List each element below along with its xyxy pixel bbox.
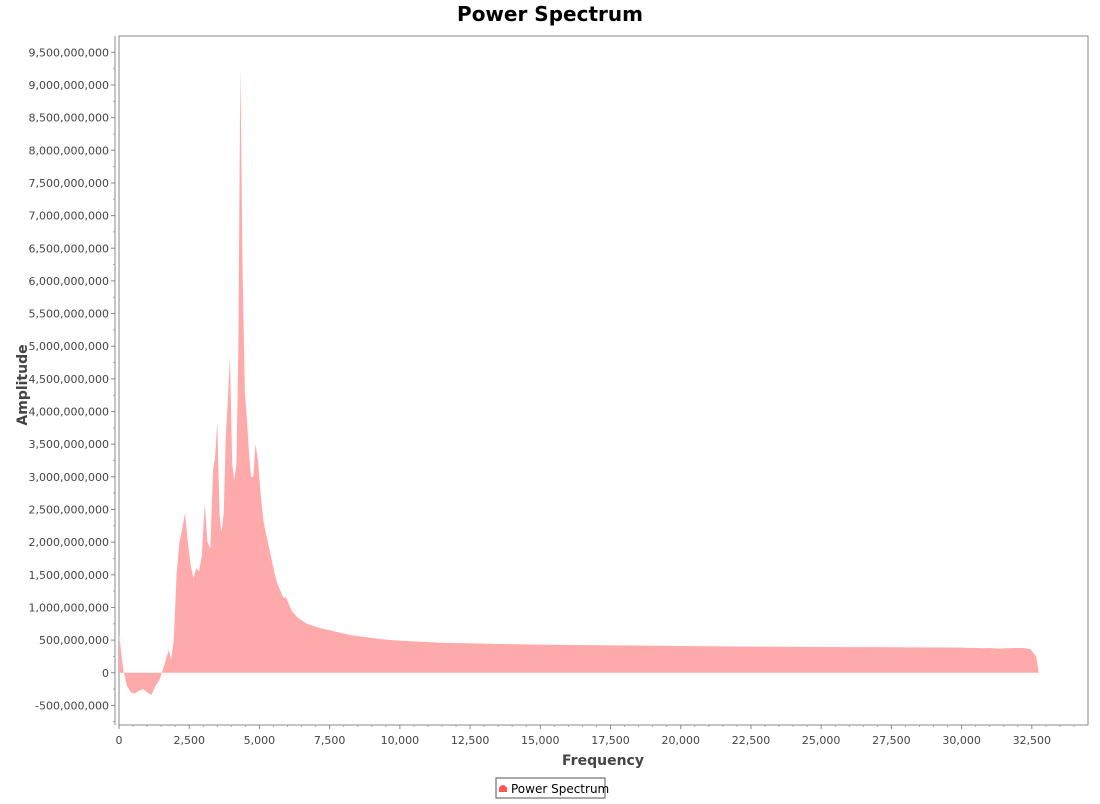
x-tick-label: 20,000 (661, 734, 700, 747)
x-tick-label: 15,000 (521, 734, 560, 747)
series-layer (119, 65, 1039, 695)
legend-box (495, 777, 606, 799)
y-tick-label: 500,000,000 (39, 634, 109, 647)
x-tick-label: 30,000 (942, 734, 981, 747)
y-tick-label: 1,500,000,000 (29, 569, 109, 582)
y-tick-label: 5,500,000,000 (29, 308, 109, 321)
y-tick-label: 2,000,000,000 (29, 536, 109, 549)
y-tick-label: 7,500,000,000 (29, 177, 109, 190)
x-tick-label: 5,000 (244, 734, 276, 747)
y-tick-label: 8,500,000,000 (29, 112, 109, 125)
x-tick-label: 25,000 (802, 734, 841, 747)
y-tick-label: 4,000,000,000 (29, 406, 109, 419)
legend: Power Spectrum (495, 777, 609, 799)
y-tick-label: 9,000,000,000 (29, 79, 109, 92)
y-tick-label: 3,000,000,000 (29, 471, 109, 484)
x-tick-label: 17,500 (591, 734, 630, 747)
x-tick-label: 2,500 (173, 734, 205, 747)
y-axis: -500,000,000 0 500,000,000 1,000,000,000 1,5… (29, 36, 116, 725)
y-tick-label: 4,500,000,000 (29, 373, 109, 386)
y-tick-label: 6,000,000,000 (29, 275, 109, 288)
y-tick-label: 9,500,000,000 (29, 46, 109, 59)
y-tick-label: 7,000,000,000 (29, 210, 109, 223)
y-tick-label: 8,000,000,000 (29, 144, 109, 157)
y-tick-label: 3,500,000,000 (29, 438, 109, 451)
y-tick-label: 5,000,000,000 (29, 340, 109, 353)
x-tick-label: 10,000 (381, 734, 420, 747)
x-tick-label: 7,500 (314, 734, 346, 747)
x-tick-label: 12,500 (451, 734, 490, 747)
series-area-0 (119, 65, 1039, 695)
y-tick-label: 2,500,000,000 (29, 503, 109, 516)
x-tick-label: 32,500 (1013, 734, 1052, 747)
x-axis-title: Frequency (562, 753, 644, 769)
y-axis-title: Amplitude (15, 344, 31, 425)
x-tick-label: 22,500 (732, 734, 771, 747)
y-tick-label: 6,500,000,000 (29, 242, 109, 255)
x-tick-label: 0 (116, 734, 123, 747)
y-tick-label: 0 (102, 667, 109, 680)
legend-swatch-icon (499, 785, 507, 792)
x-axis: 0 2,500 5,000 7,500 10,000 12,500 15,000 17,500… (116, 724, 1088, 747)
chart-title: Power Spectrum (457, 2, 643, 26)
y-tick-label: 1,000,000,000 (29, 601, 109, 614)
legend-label: Power Spectrum (511, 782, 609, 796)
y-tick-label: -500,000,000 (35, 699, 109, 712)
x-tick-label: 27,500 (872, 734, 911, 747)
